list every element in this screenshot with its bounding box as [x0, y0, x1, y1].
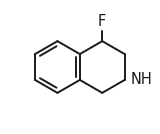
Text: NH: NH	[130, 72, 152, 87]
Text: F: F	[98, 14, 106, 29]
